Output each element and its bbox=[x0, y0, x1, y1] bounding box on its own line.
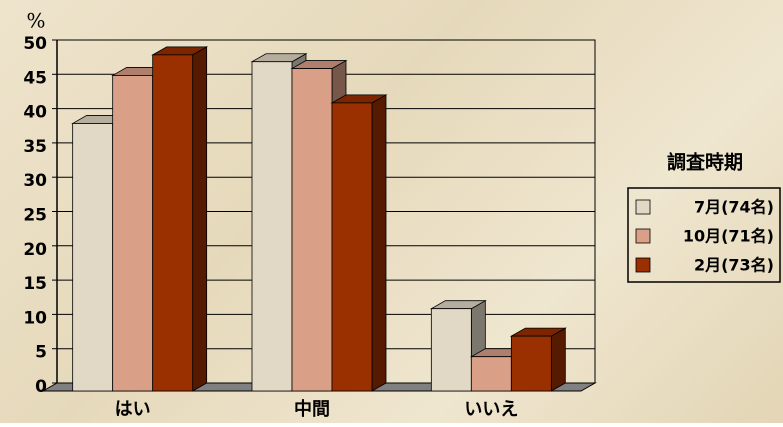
y-tick-label: 40 bbox=[23, 103, 47, 123]
y-tick-label: 45 bbox=[23, 68, 47, 88]
y-tick-label: 0 bbox=[35, 377, 47, 397]
bar bbox=[112, 75, 154, 392]
x-tick-label: はい bbox=[115, 399, 151, 420]
legend-label: 2月(73名) bbox=[694, 256, 774, 275]
bar-side bbox=[371, 94, 387, 392]
bar bbox=[152, 54, 194, 392]
legend-label: 10月(71名) bbox=[683, 227, 774, 246]
bar bbox=[510, 335, 552, 392]
x-tick-label: 中間 bbox=[294, 398, 330, 420]
y-tick-label: 20 bbox=[23, 240, 47, 260]
y-tick-label: 5 bbox=[35, 343, 47, 363]
bar-side bbox=[550, 327, 566, 392]
legend-swatch bbox=[635, 228, 651, 244]
y-tick-label: 30 bbox=[23, 171, 47, 191]
legend-box bbox=[627, 187, 781, 283]
y-tick-label: 25 bbox=[23, 206, 47, 226]
y-tick-label: 35 bbox=[23, 137, 47, 157]
x-tick-label: いいえ bbox=[464, 399, 518, 420]
bar bbox=[72, 123, 114, 392]
bar bbox=[251, 61, 293, 392]
legend-label: 7月(74名) bbox=[694, 198, 774, 217]
bar bbox=[470, 356, 512, 392]
bar-side bbox=[192, 46, 208, 392]
bar bbox=[430, 308, 472, 392]
bar bbox=[291, 68, 333, 392]
legend-title: 調査時期 bbox=[667, 151, 743, 174]
bar bbox=[331, 102, 373, 392]
legend-swatch bbox=[635, 257, 651, 273]
legend-swatch bbox=[635, 199, 651, 215]
y-tick-label: 15 bbox=[23, 274, 47, 294]
y-tick-label: 10 bbox=[23, 308, 47, 328]
y-tick-label: 50 bbox=[23, 34, 47, 54]
y-axis-label: % bbox=[26, 9, 45, 33]
